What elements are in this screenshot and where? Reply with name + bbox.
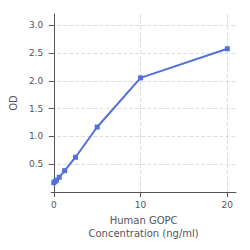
- svg-text:1.5: 1.5: [29, 104, 43, 114]
- svg-text:OD: OD: [8, 95, 19, 111]
- svg-text:10: 10: [135, 200, 147, 210]
- svg-text:Human GOPC: Human GOPC: [110, 215, 178, 226]
- svg-text:1.0: 1.0: [29, 131, 44, 141]
- svg-text:2.0: 2.0: [29, 76, 44, 86]
- svg-text:Concentration (ng/ml): Concentration (ng/ml): [88, 228, 198, 239]
- svg-text:3.0: 3.0: [29, 20, 44, 30]
- svg-text:0: 0: [51, 200, 57, 210]
- svg-text:20: 20: [222, 200, 234, 210]
- svg-text:2.5: 2.5: [29, 48, 43, 58]
- svg-text:0.5: 0.5: [29, 159, 43, 169]
